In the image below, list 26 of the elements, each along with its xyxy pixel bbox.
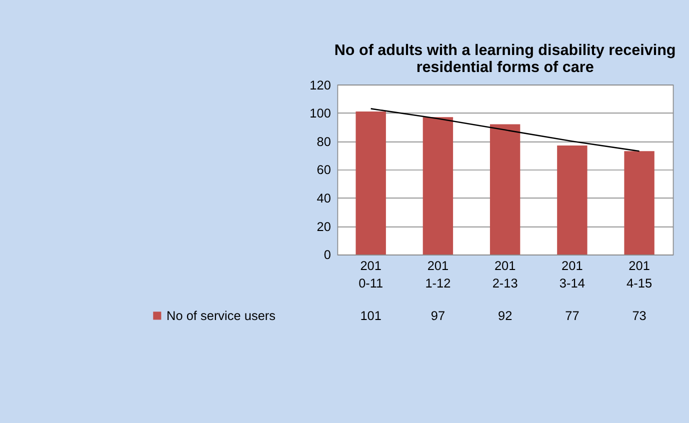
x-tick-label: 2012-13 bbox=[492, 258, 518, 291]
bar bbox=[557, 146, 588, 255]
data-label: 77 bbox=[565, 308, 580, 323]
bar bbox=[624, 151, 654, 255]
bar bbox=[422, 117, 454, 255]
data-label: 101 bbox=[360, 308, 382, 323]
data-label: 97 bbox=[430, 308, 446, 323]
y-tick-label: 80 bbox=[316, 134, 331, 149]
bar bbox=[356, 112, 386, 255]
y-tick-label: 20 bbox=[316, 218, 331, 234]
line-series bbox=[370, 108, 640, 152]
text: residential forms of care bbox=[416, 58, 594, 76]
legend-label: No of service users bbox=[166, 308, 276, 323]
y-tick-label: 0 bbox=[324, 247, 331, 262]
x-tick-label: 2011-12 bbox=[425, 258, 451, 291]
data-label: 92 bbox=[498, 308, 512, 323]
y-tick-label: 120 bbox=[310, 77, 331, 92]
x-tick-label: 2014-15 bbox=[626, 258, 652, 291]
text: No of adults with a learning disability receiving bbox=[334, 42, 676, 59]
x-tick-label: 2010-11 bbox=[358, 258, 384, 291]
data-label: 73 bbox=[632, 308, 646, 323]
y-tick-label: 100 bbox=[310, 106, 331, 121]
bar bbox=[490, 124, 520, 255]
y-tick-label: 40 bbox=[316, 190, 331, 206]
y-tick-label: 60 bbox=[316, 162, 331, 178]
x-tick-label: 2013-14 bbox=[559, 258, 585, 291]
